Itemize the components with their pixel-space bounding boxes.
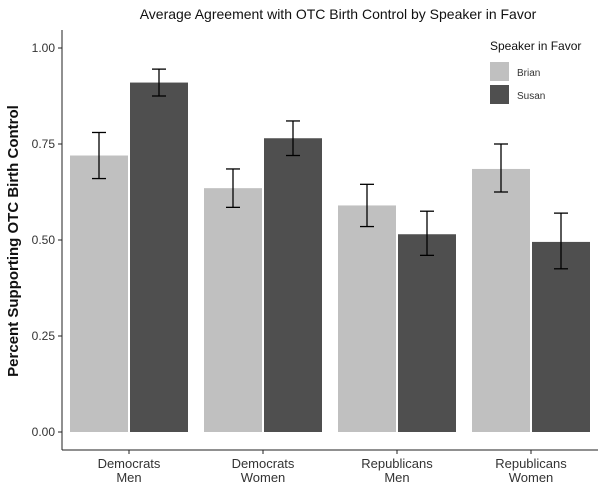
y-tick-label: 0.00 (32, 425, 56, 439)
bar (338, 205, 396, 432)
x-tick-label: Women (241, 470, 286, 485)
bar (130, 82, 188, 432)
legend-swatch (490, 62, 509, 81)
bar (532, 241, 590, 432)
x-tick-label: Democrats (232, 456, 295, 471)
x-tick-label: Republicans (495, 456, 567, 471)
bar (70, 155, 128, 432)
legend-title: Speaker in Favor (490, 39, 581, 53)
x-tick-label: Republicans (361, 456, 433, 471)
y-tick-label: 1.00 (32, 41, 56, 55)
error-bars-layer (92, 68, 568, 270)
bar (204, 188, 262, 432)
x-tick-label: Women (509, 470, 554, 485)
bar (264, 138, 322, 433)
y-tick-label: 0.75 (32, 137, 56, 151)
chart-title: Average Agreement with OTC Birth Control… (140, 6, 537, 22)
y-tick-label: 0.25 (32, 329, 56, 343)
y-axis-label: Percent Supporting OTC Birth Control (5, 105, 22, 377)
legend-label: Brian (517, 68, 540, 79)
x-tick-label: Men (384, 470, 409, 485)
x-tick-label: Men (116, 470, 141, 485)
y-tick-label: 0.50 (32, 233, 56, 247)
bar (398, 234, 456, 432)
axes: 0.000.250.500.751.00DemocratsMenDemocrat… (32, 30, 598, 485)
legend-label: Susan (517, 91, 545, 102)
bar (472, 168, 530, 432)
legend-swatch (490, 85, 509, 104)
bars-layer (70, 82, 590, 433)
legend: Speaker in Favor Brian Susan (490, 39, 581, 104)
x-tick-label: Democrats (98, 456, 161, 471)
